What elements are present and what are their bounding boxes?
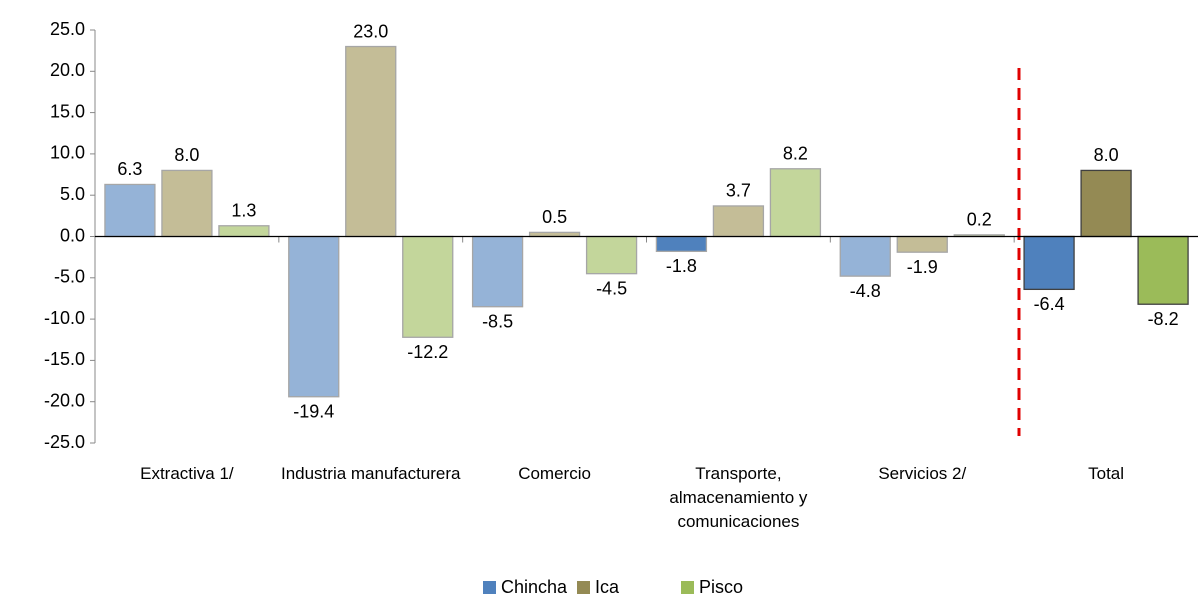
y-tick-label: 0.0 <box>60 225 85 245</box>
legend-label: Ica <box>595 577 620 597</box>
bar <box>585 235 638 275</box>
y-tick-label: -15.0 <box>44 349 85 369</box>
x-tick-label: Extractiva 1/ <box>140 464 234 483</box>
data-label: -8.5 <box>482 311 513 331</box>
bar <box>528 231 581 238</box>
x-tick-label: Total <box>1088 464 1125 483</box>
y-tick-label: -10.0 <box>44 308 85 328</box>
y-tick-label: -20.0 <box>44 390 85 410</box>
y-tick-label: -5.0 <box>54 267 85 287</box>
x-tick-label: Transporte, almacenamiento y comunicacio… <box>669 464 808 531</box>
data-label: -1.9 <box>907 257 938 277</box>
y-tick-label: 15.0 <box>50 101 85 121</box>
legend-swatch <box>681 581 694 594</box>
bar <box>288 235 340 398</box>
legend-swatch <box>483 581 496 594</box>
bar <box>104 183 156 238</box>
data-label: -6.4 <box>1034 294 1065 314</box>
legend-label: Chincha <box>501 577 568 597</box>
x-tick-label: Servicios 2/ <box>878 464 967 483</box>
data-label: 3.7 <box>726 181 751 201</box>
data-label: 8.0 <box>1094 145 1119 165</box>
data-label: 6.3 <box>117 159 142 179</box>
bar <box>769 168 822 238</box>
y-tick-label: 20.0 <box>50 60 85 80</box>
data-label: 8.2 <box>783 144 808 164</box>
data-label: -4.5 <box>596 278 627 298</box>
data-label: -12.2 <box>407 342 448 362</box>
bar <box>402 235 454 338</box>
data-label: 23.0 <box>353 21 388 41</box>
bar <box>161 169 213 238</box>
y-tick-label: 5.0 <box>60 184 85 204</box>
x-tick-label: Comercio <box>518 464 591 483</box>
data-label: 1.3 <box>231 201 256 221</box>
y-tick-label: -25.0 <box>44 432 85 452</box>
bar <box>896 235 948 253</box>
y-tick-label: 25.0 <box>50 19 85 39</box>
bar <box>218 225 270 238</box>
legend-swatch <box>577 581 590 594</box>
data-label: -8.2 <box>1148 309 1179 329</box>
bar <box>712 205 765 238</box>
data-label: -4.8 <box>850 281 881 301</box>
bar <box>471 235 524 308</box>
bar <box>1023 235 1075 291</box>
bar <box>655 235 708 253</box>
y-tick-label: 10.0 <box>50 143 85 163</box>
data-label: 0.2 <box>967 210 992 230</box>
bar <box>1137 235 1189 305</box>
bar <box>1080 169 1132 238</box>
data-label: -19.4 <box>293 401 334 421</box>
x-tick-label: Industria manufacturera <box>280 464 461 483</box>
data-label: 0.5 <box>542 207 567 227</box>
data-label: 8.0 <box>174 145 199 165</box>
legend-label: Pisco <box>699 577 743 597</box>
data-label: -1.8 <box>666 256 697 276</box>
bar <box>345 45 397 238</box>
bar <box>839 235 891 277</box>
